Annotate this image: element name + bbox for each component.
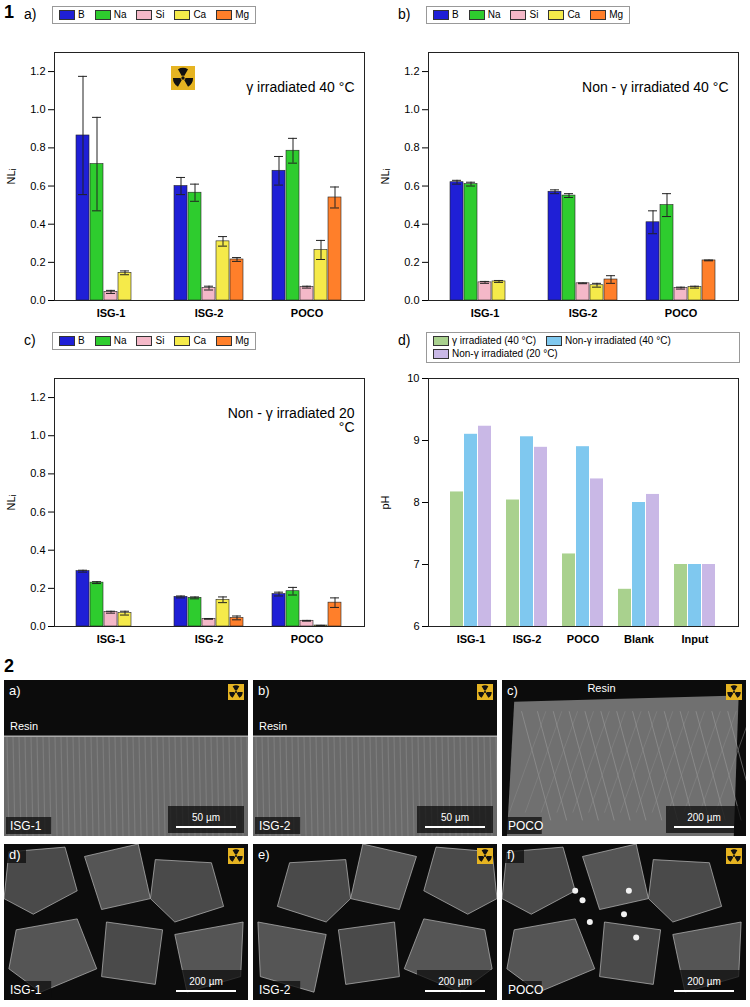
svg-text:ISG-1: ISG-1	[457, 633, 486, 645]
svg-text:0.2: 0.2	[30, 256, 45, 268]
svg-text:0.6: 0.6	[30, 180, 45, 192]
svg-text:Non - γ irradiated 20°C: Non - γ irradiated 20°C	[228, 405, 355, 435]
svg-text:0.8: 0.8	[30, 141, 45, 153]
html-text:B: B	[78, 9, 85, 20]
svg-text:10: 10	[407, 372, 419, 384]
svg-text:200 µm: 200 µm	[189, 976, 223, 987]
svg-text:POCO: POCO	[508, 983, 543, 997]
svg-text:POCO: POCO	[665, 307, 698, 319]
svg-text:Non - γ irradiated 40 °C: Non - γ irradiated 40 °C	[582, 79, 728, 95]
html-text:c): c)	[24, 332, 36, 348]
svg-text:ISG-1: ISG-1	[471, 307, 500, 319]
svg-text:0.0: 0.0	[30, 294, 45, 306]
svg-text:0.0: 0.0	[404, 294, 419, 306]
svg-text:ISG-1: ISG-1	[97, 307, 126, 319]
svg-text:POCO: POCO	[508, 819, 543, 833]
html-text:Mg: Mg	[235, 335, 250, 346]
html-text:B: B	[78, 335, 85, 346]
svg-text:0.4: 0.4	[30, 218, 45, 230]
html-text:Non-γ irradiated (40 °C): Non-γ irradiated (40 °C)	[565, 335, 671, 346]
html-text:Ca: Ca	[567, 9, 581, 20]
svg-text:ISG-2: ISG-2	[569, 307, 598, 319]
html-text:Non-γ irradiated (20 °C): Non-γ irradiated (20 °C)	[452, 348, 558, 359]
svg-text:ISG-2: ISG-2	[513, 633, 542, 645]
html-text:1: 1	[4, 2, 14, 22]
html-text:d): d)	[398, 332, 411, 348]
svg-text:8: 8	[413, 496, 419, 508]
svg-text:ISG-2: ISG-2	[195, 307, 224, 319]
svg-text:200 µm: 200 µm	[687, 812, 721, 823]
svg-text:ISG-1: ISG-1	[10, 983, 42, 997]
svg-text:1.0: 1.0	[30, 103, 45, 115]
svg-text:f): f)	[507, 847, 515, 862]
svg-text:0.8: 0.8	[404, 141, 419, 153]
svg-text:200 µm: 200 µm	[438, 976, 472, 987]
svg-text:1.2: 1.2	[30, 65, 45, 77]
html-text:Na: Na	[113, 335, 127, 346]
html-text:a): a)	[24, 6, 37, 22]
svg-text:Resin: Resin	[10, 720, 38, 732]
html-text:Mg: Mg	[609, 9, 624, 20]
svg-text:NLᵢ: NLᵢ	[5, 494, 17, 510]
svg-text:9: 9	[413, 434, 419, 446]
svg-text:0.4: 0.4	[30, 544, 45, 556]
html-text:Na: Na	[487, 9, 501, 20]
html-text:B: B	[452, 9, 459, 20]
svg-text:1.0: 1.0	[30, 429, 45, 441]
html-text:b): b)	[398, 6, 411, 22]
html-text:Si: Si	[155, 9, 165, 20]
svg-text:ISG-2: ISG-2	[259, 819, 291, 833]
svg-text:50 µm: 50 µm	[441, 812, 469, 823]
svg-text:e): e)	[258, 847, 270, 862]
svg-text:Input: Input	[682, 633, 709, 645]
svg-text:0.8: 0.8	[30, 467, 45, 479]
svg-text:0.4: 0.4	[404, 218, 419, 230]
svg-text:0.6: 0.6	[404, 180, 419, 192]
svg-text:0.0: 0.0	[30, 620, 45, 632]
svg-text:0.6: 0.6	[30, 506, 45, 518]
svg-text:POCO: POCO	[291, 307, 324, 319]
svg-text:0.2: 0.2	[404, 256, 419, 268]
svg-text:0.2: 0.2	[30, 582, 45, 594]
html-text:Si: Si	[529, 9, 539, 20]
html-text:Si: Si	[155, 335, 165, 346]
svg-text:ISG-1: ISG-1	[10, 819, 42, 833]
html-text:Ca: Ca	[193, 9, 207, 20]
svg-text:6: 6	[413, 620, 419, 632]
html-text:Ca: Ca	[193, 335, 207, 346]
html-text:2: 2	[4, 656, 14, 676]
svg-text:ISG-1: ISG-1	[97, 633, 126, 645]
svg-text:ISG-2: ISG-2	[259, 983, 291, 997]
svg-text:200 µm: 200 µm	[687, 976, 721, 987]
html-text:Mg: Mg	[235, 9, 250, 20]
html-text:Na: Na	[113, 9, 127, 20]
svg-text:d): d)	[9, 847, 21, 862]
svg-text:a): a)	[9, 683, 21, 698]
html-text:γ irradiated (40 °C): γ irradiated (40 °C)	[452, 335, 536, 346]
svg-text:1.2: 1.2	[404, 65, 419, 77]
svg-text:50 µm: 50 µm	[192, 812, 220, 823]
svg-text:7: 7	[413, 558, 419, 570]
svg-text:NLᵢ: NLᵢ	[379, 168, 391, 184]
svg-text:pH: pH	[379, 495, 391, 509]
svg-text:Resin: Resin	[259, 720, 287, 732]
svg-text:ISG-2: ISG-2	[195, 633, 224, 645]
svg-text:NLᵢ: NLᵢ	[5, 168, 17, 184]
svg-text:γ irradiated 40 °C: γ irradiated 40 °C	[246, 79, 354, 95]
svg-text:b): b)	[258, 683, 270, 698]
svg-text:Resin: Resin	[587, 682, 615, 694]
svg-text:POCO: POCO	[567, 633, 600, 645]
svg-text:1.0: 1.0	[404, 103, 419, 115]
svg-text:POCO: POCO	[291, 633, 324, 645]
svg-text:Blank: Blank	[624, 633, 655, 645]
svg-text:c): c)	[507, 683, 518, 698]
svg-text:1.2: 1.2	[30, 391, 45, 403]
